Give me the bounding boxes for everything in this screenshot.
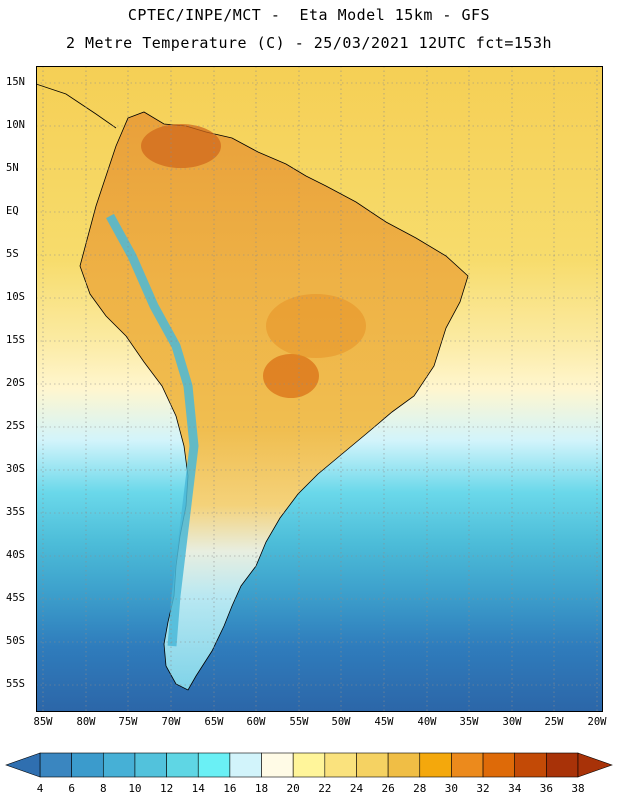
colorbar-label: 30 [444,782,459,795]
lat-label: EQ [6,205,19,217]
lat-label: 25S [6,420,25,432]
colorbar-cell [261,752,294,778]
colorbar-label: 24 [349,782,364,795]
lon-label: 25W [544,716,564,728]
lon-label: 35W [459,716,479,728]
colorbar-label: 36 [539,782,553,795]
lat-label: 50S [6,635,25,647]
lat-label: 55S [6,678,25,690]
colorbar-cell [39,752,72,778]
continent-south-america [79,111,469,691]
colorbar-label: 26 [381,782,395,795]
colorbar-cell [482,752,516,778]
temperature-map [36,66,603,712]
colorbar-cell [134,752,167,778]
lon-label: 70W [161,716,181,728]
colorbar-cell [419,752,452,778]
lon-label: 50W [331,716,351,728]
colorbar-cell [356,752,389,778]
colorbar-cell [71,752,104,778]
lon-label: 60W [246,716,266,728]
lon-label: 85W [33,716,53,728]
hot-region-central [263,354,319,398]
colorbar-label: 4 [36,782,44,795]
colorbar-low-arrow [5,752,41,778]
colorbar-label: 6 [68,782,75,795]
lat-label: 30S [6,463,25,475]
map-frame [36,66,603,712]
central-america-coast [36,83,117,129]
colorbar-label: 18 [254,782,269,795]
colorbar-cell [451,752,484,778]
colorbar-label: 14 [191,782,205,795]
lat-label: 5S [6,248,19,260]
lon-label: 80W [76,716,96,728]
colorbar-label: 16 [223,782,237,795]
colorbar-label: 12 [159,782,174,795]
colorbar-cell [546,752,579,778]
chart-title-line-1: CPTEC/INPE/MCT - Eta Model 15km - GFS [127,6,491,24]
colorbar-label: 20 [286,782,300,795]
colorbar-label: 28 [413,782,427,795]
lat-label: 10N [6,119,25,131]
lat-label: 35S [6,506,25,518]
colorbar-cell [292,752,326,778]
lon-label: 20W [587,716,607,728]
colorbar-cell [197,752,231,778]
colorbar-label: 32 [476,782,490,795]
colorbar-cell [514,752,547,778]
andes-cold-band [106,213,199,647]
lat-label: 10S [6,291,25,303]
colorbar-cell [166,752,199,778]
lon-label: 30W [502,716,522,728]
colorbar-label: 34 [508,782,522,795]
lon-label: 45W [374,716,394,728]
hot-region-north [141,124,221,168]
colorbar-cell [387,752,421,778]
lon-label: 75W [118,716,138,728]
lon-label: 65W [204,716,224,728]
lat-label: 15N [6,76,25,88]
lat-label: 5N [6,162,19,174]
lat-label: 40S [6,549,25,561]
colorbar [5,752,613,778]
colorbar-cell [102,752,136,778]
lon-label: 40W [417,716,437,728]
colorbar-label: 22 [318,782,332,795]
colorbar-cell [324,752,357,778]
graticule [36,66,603,712]
warm-region-brazil [266,294,366,358]
colorbar-cell [229,752,262,778]
lat-label: 45S [6,592,25,604]
colorbar-label: 8 [99,782,107,795]
colorbar-high-arrow [577,752,613,778]
lon-label: 55W [289,716,309,728]
chart-title-line-2: 2 Metre Temperature (C) - 25/03/2021 12U… [65,34,553,52]
lat-label: 20S [6,377,25,389]
colorbar-label: 10 [128,782,142,795]
lat-label: 15S [6,334,25,346]
colorbar-label: 38 [571,782,585,795]
